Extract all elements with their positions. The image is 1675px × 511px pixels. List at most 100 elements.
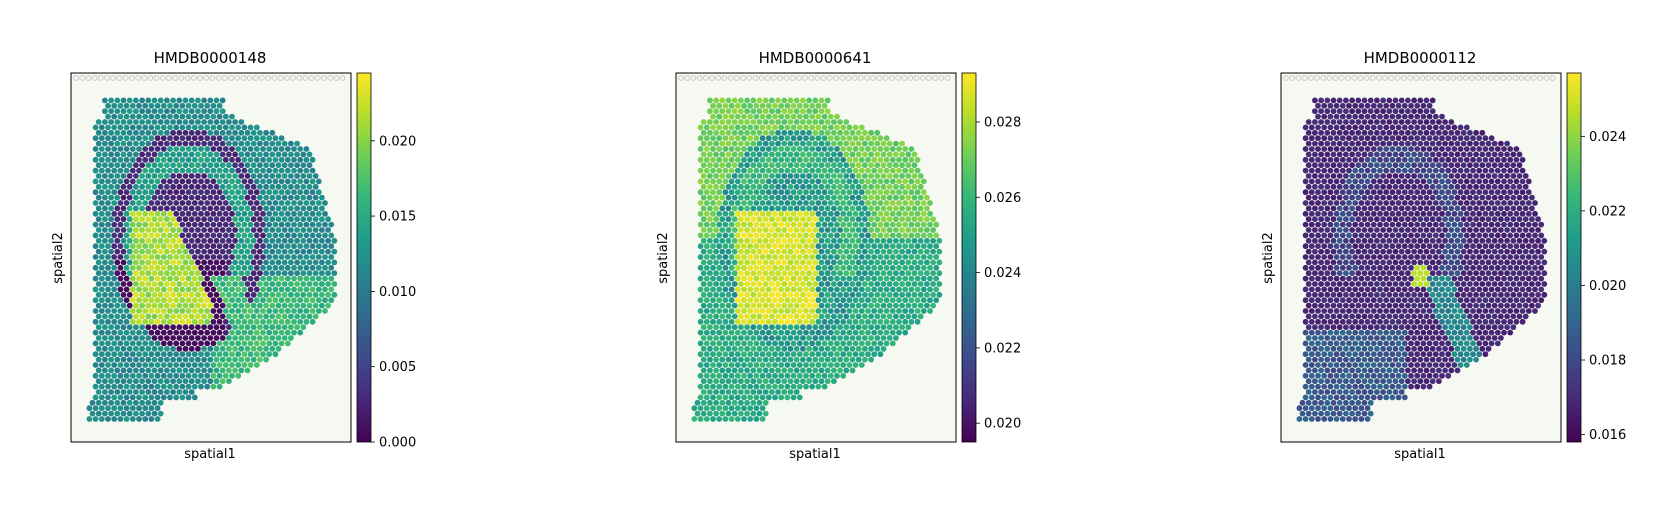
spot <box>1525 200 1532 206</box>
spot <box>793 216 800 223</box>
spot <box>914 275 921 282</box>
spot <box>1380 237 1386 244</box>
spot <box>219 173 226 179</box>
spot <box>1439 243 1445 250</box>
spot <box>778 113 785 120</box>
spot <box>244 248 251 255</box>
spot <box>1405 216 1411 223</box>
spot <box>92 167 99 174</box>
spot <box>185 200 192 206</box>
spot <box>744 302 750 309</box>
spot <box>105 308 111 314</box>
spot <box>114 97 121 104</box>
spot <box>188 389 195 395</box>
spot <box>198 124 204 131</box>
spot <box>790 200 797 206</box>
spot <box>1333 221 1340 228</box>
spot <box>1398 173 1405 179</box>
spot <box>207 378 214 385</box>
spot <box>725 108 732 115</box>
spot <box>790 308 797 314</box>
spot <box>865 189 871 196</box>
spot <box>176 173 183 179</box>
spot <box>753 232 760 239</box>
spot <box>123 318 130 325</box>
spot <box>1355 216 1362 223</box>
spot <box>747 394 754 401</box>
spot <box>738 259 744 266</box>
spot <box>855 259 862 266</box>
spot <box>284 243 291 250</box>
spot <box>284 178 291 185</box>
spot <box>232 129 239 136</box>
spot <box>756 227 763 233</box>
spot <box>1327 178 1334 185</box>
spot <box>927 232 933 239</box>
spot <box>818 173 825 179</box>
spot <box>179 232 186 239</box>
spot <box>707 399 713 406</box>
spot <box>114 151 121 158</box>
spot <box>148 156 155 163</box>
spot <box>1463 135 1470 142</box>
spot <box>927 200 933 206</box>
spot <box>309 232 316 239</box>
spot <box>216 243 223 250</box>
spot <box>108 259 114 266</box>
spot <box>216 232 223 239</box>
spot <box>151 302 158 309</box>
spot <box>1380 173 1386 179</box>
spot <box>744 335 750 341</box>
spot <box>703 189 710 196</box>
spot <box>216 113 223 120</box>
spot <box>114 205 121 212</box>
reference-spot <box>91 75 98 81</box>
spot <box>800 324 806 331</box>
spot <box>762 162 769 169</box>
spot <box>707 173 713 179</box>
spot <box>753 286 760 293</box>
spot <box>800 216 806 223</box>
spot <box>1510 227 1517 233</box>
spot <box>697 416 704 422</box>
spot <box>98 167 105 174</box>
spot <box>275 324 282 331</box>
spot <box>744 248 750 255</box>
spot <box>126 389 133 395</box>
spot <box>98 135 105 142</box>
spot <box>114 248 121 255</box>
spot <box>889 275 896 282</box>
spot <box>744 216 750 223</box>
spot <box>883 340 890 347</box>
spot <box>880 205 887 212</box>
spot <box>1414 189 1421 196</box>
spot <box>1405 237 1411 244</box>
spot <box>889 297 896 304</box>
spot <box>114 389 121 395</box>
reference-spot <box>895 75 901 81</box>
spot <box>812 205 819 212</box>
spot <box>235 232 242 239</box>
spot <box>207 237 214 244</box>
spot <box>837 324 843 331</box>
spot <box>744 97 750 104</box>
spot <box>179 340 186 347</box>
spot <box>238 173 245 179</box>
spot <box>111 254 118 260</box>
spot <box>160 146 167 152</box>
spot <box>896 178 902 185</box>
spot <box>731 129 738 136</box>
spot <box>263 216 269 223</box>
spot <box>846 243 853 250</box>
spot <box>1476 210 1483 217</box>
spot <box>123 394 130 401</box>
spot <box>1398 162 1405 169</box>
spot <box>772 178 778 185</box>
spot <box>253 318 260 325</box>
spot <box>917 281 924 287</box>
spot <box>266 146 273 152</box>
spot <box>725 259 732 266</box>
reference-spot <box>308 75 315 81</box>
spot <box>722 308 729 314</box>
